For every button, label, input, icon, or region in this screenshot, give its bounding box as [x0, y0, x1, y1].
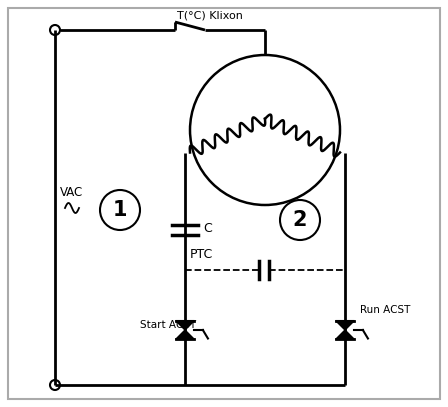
Text: Start ACST: Start ACST [140, 320, 196, 330]
Text: 2: 2 [293, 210, 307, 230]
Text: 1: 1 [113, 200, 127, 220]
Text: VAC: VAC [60, 186, 84, 199]
Text: C: C [203, 221, 212, 234]
Polygon shape [176, 330, 194, 339]
Text: PTC: PTC [190, 249, 213, 262]
Text: Run ACST: Run ACST [360, 305, 410, 315]
Polygon shape [336, 321, 354, 330]
Polygon shape [336, 330, 354, 339]
Text: T(°C) Klixon: T(°C) Klixon [177, 10, 243, 20]
Polygon shape [176, 321, 194, 330]
FancyBboxPatch shape [8, 8, 440, 399]
